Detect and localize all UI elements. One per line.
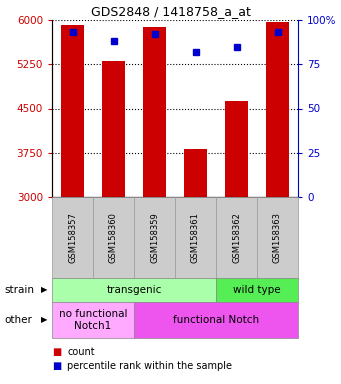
- Bar: [61, 25, 84, 197]
- Text: GSM158357: GSM158357: [68, 212, 77, 263]
- Bar: [225, 101, 248, 197]
- Text: GSM158361: GSM158361: [191, 212, 200, 263]
- Bar: [184, 149, 207, 197]
- Bar: [143, 27, 166, 197]
- Text: ▶: ▶: [41, 316, 47, 324]
- Text: ▶: ▶: [41, 285, 47, 295]
- Text: strain: strain: [4, 285, 34, 295]
- Bar: [102, 61, 125, 197]
- Text: other: other: [4, 315, 32, 325]
- Text: ■: ■: [52, 361, 61, 371]
- Text: wild type: wild type: [233, 285, 281, 295]
- Text: count: count: [67, 347, 95, 357]
- Text: no functional
Notch1: no functional Notch1: [59, 309, 127, 331]
- Text: functional Notch: functional Notch: [173, 315, 259, 325]
- Text: transgenic: transgenic: [106, 285, 162, 295]
- Text: ■: ■: [52, 347, 61, 357]
- Text: GSM158360: GSM158360: [109, 212, 118, 263]
- Text: GDS2848 / 1418758_a_at: GDS2848 / 1418758_a_at: [91, 5, 250, 18]
- Text: GSM158359: GSM158359: [150, 212, 159, 263]
- Text: GSM158363: GSM158363: [273, 212, 282, 263]
- Bar: [266, 22, 289, 197]
- Text: GSM158362: GSM158362: [232, 212, 241, 263]
- Text: percentile rank within the sample: percentile rank within the sample: [67, 361, 232, 371]
